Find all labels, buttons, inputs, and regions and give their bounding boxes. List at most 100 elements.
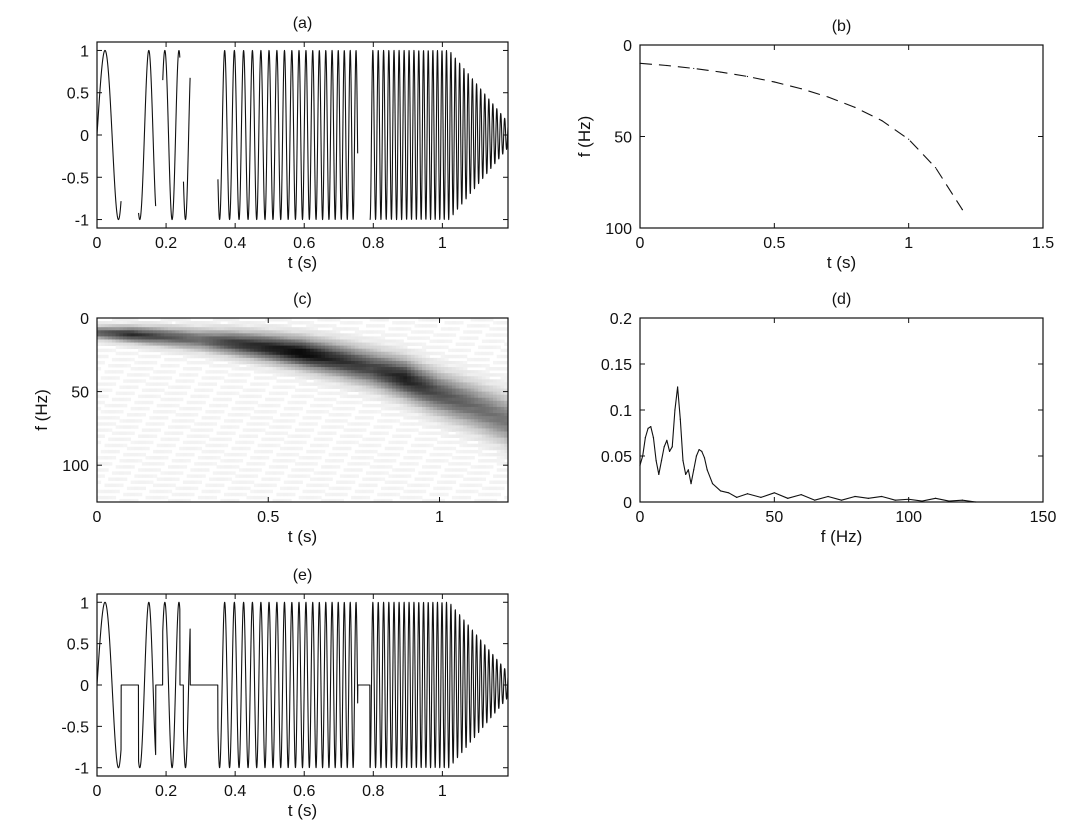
chart-c-heat-cell — [186, 434, 191, 438]
chart-c-heat-cell — [220, 385, 225, 389]
chart-c-heat-cell — [100, 376, 105, 380]
chart-c-heat-cell — [156, 403, 161, 408]
chart-c-heat-cell — [414, 397, 419, 402]
chart-c-heat-cell — [321, 403, 326, 408]
chart-c-heat-cell — [422, 431, 427, 435]
chart-b-data-point — [961, 209, 964, 211]
chart-c-heat-cell — [358, 489, 363, 494]
chart-c-heat-cell — [440, 410, 445, 414]
chart-c-heat-cell — [313, 357, 318, 362]
chart-c-heat-cell — [250, 440, 255, 445]
chart-c-heat-cell — [328, 413, 333, 417]
chart-c-heat-cell — [242, 336, 247, 340]
chart-c-heat-cell — [489, 327, 494, 331]
chart-c-heat-cell — [399, 321, 404, 325]
chart-c-heat-cell — [459, 397, 464, 402]
chart-c-heat-cell — [280, 446, 285, 451]
chart-c-heat-cell — [201, 422, 206, 426]
chart-c-heat-cell — [272, 351, 277, 356]
chart-c-heat-cell — [351, 428, 356, 432]
chart-d-data-point — [703, 457, 706, 459]
chart-c-heat-cell — [403, 348, 408, 353]
chart-c-heat-cell — [485, 492, 490, 497]
chart-c-heat-cell — [504, 406, 509, 411]
chart-c-heat-cell — [362, 376, 367, 380]
chart-c-heat-cell — [369, 370, 374, 374]
chart-c-heat-cell — [489, 431, 494, 435]
chart-c-heat-cell — [433, 333, 438, 337]
chart-c-heat-cell — [478, 406, 483, 411]
chart-c-heat-cell — [358, 394, 363, 399]
chart-c-heat-cell — [227, 339, 232, 343]
chart-c-heat-cell — [470, 456, 475, 460]
chart-c-heat-cell — [149, 388, 154, 392]
chart-c-heat-cell — [466, 462, 472, 466]
chart-c-heat-cell — [201, 327, 206, 331]
chart-c-heat-cell — [317, 351, 322, 356]
chart-c-heat-cell — [97, 327, 102, 331]
chart-c-heat-cell — [485, 422, 490, 426]
chart-c-heat-cell — [272, 443, 277, 448]
chart-c-heat-cell — [470, 373, 475, 377]
chart-c-heat-cell — [321, 376, 326, 380]
chart-c-heat-cell — [317, 360, 322, 365]
chart-c-heat-cell — [422, 354, 427, 359]
chart-c-heat-cell — [377, 465, 382, 469]
chart-c-heat-cell — [463, 437, 468, 442]
chart-c-heat-cell — [478, 425, 483, 429]
chart-c-heat-cell — [470, 330, 475, 334]
chart-c-heat-cell — [194, 434, 199, 438]
chart-c-heat-cell — [366, 410, 371, 414]
chart-c-heat-cell — [496, 434, 501, 438]
chart-c-heat-cell — [459, 403, 464, 408]
chart-c-heat-cell — [478, 364, 483, 368]
chart-c-heat-cell — [463, 419, 468, 423]
chart-c-heat-cell — [444, 419, 449, 423]
chart-c-heat-cell — [369, 489, 374, 494]
chart-c-heat-cell — [429, 385, 434, 389]
chart-c-heat-cell — [317, 385, 322, 389]
chart-c-heat-cell — [182, 406, 188, 411]
chart-c-heat-cell — [459, 385, 464, 389]
chart-c-heat-cell — [280, 498, 285, 503]
chart-c-heat-cell — [407, 495, 412, 500]
chart-c-heat-cell — [160, 351, 165, 356]
chart-c-heat-cell — [141, 462, 146, 466]
chart-c-heat-cell — [280, 339, 285, 343]
chart-c-heat-cell — [410, 379, 415, 383]
chart-c-heat-cell — [448, 394, 453, 399]
chart-b-data-point — [827, 96, 829, 98]
chart-c-heat-cell — [347, 345, 352, 350]
chart-c-heat-cell — [257, 351, 262, 356]
chart-c-heat-cell — [493, 492, 498, 497]
chart-c-heat-cell — [119, 318, 124, 322]
chart-c-heat-cell — [317, 391, 322, 396]
chart-c-heat-cell — [493, 382, 498, 386]
chart-c-heat-cell — [220, 431, 225, 435]
chart-c-heat-cell — [287, 367, 292, 371]
chart-c-heat-cell — [500, 428, 505, 432]
chart-c-heat-cell — [179, 425, 184, 429]
chart-c-heat-cell — [336, 327, 341, 331]
chart-d-data-point — [655, 460, 657, 462]
chart-c-heat-cell — [332, 348, 337, 353]
chart-c-heat-cell — [444, 406, 449, 411]
chart-c-heat-cell — [298, 456, 303, 460]
chart-c-heat-cell — [392, 446, 397, 451]
chart-c-heat-cell — [280, 348, 285, 353]
chart-c-heat-cell — [167, 339, 173, 343]
chart-c-heat-cell — [141, 406, 146, 411]
chart-c-heat-cell — [138, 379, 143, 383]
chart-c-heat-cell — [302, 428, 307, 432]
chart-c-heat-cell — [100, 400, 105, 405]
chart-c-heat-cell — [295, 474, 300, 478]
chart-c-heat-cell — [328, 373, 333, 377]
chart-c-heat-cell — [227, 357, 232, 362]
chart-c-heat-cell — [384, 367, 389, 371]
chart-c-heat-cell — [235, 336, 240, 340]
chart-c-heat-cell — [145, 327, 150, 331]
chart-c-heat-cell — [235, 367, 240, 371]
chart-c-heat-cell — [138, 440, 143, 445]
chart-c-heat-cell — [433, 339, 438, 343]
chart-c-heat-cell — [265, 370, 270, 374]
